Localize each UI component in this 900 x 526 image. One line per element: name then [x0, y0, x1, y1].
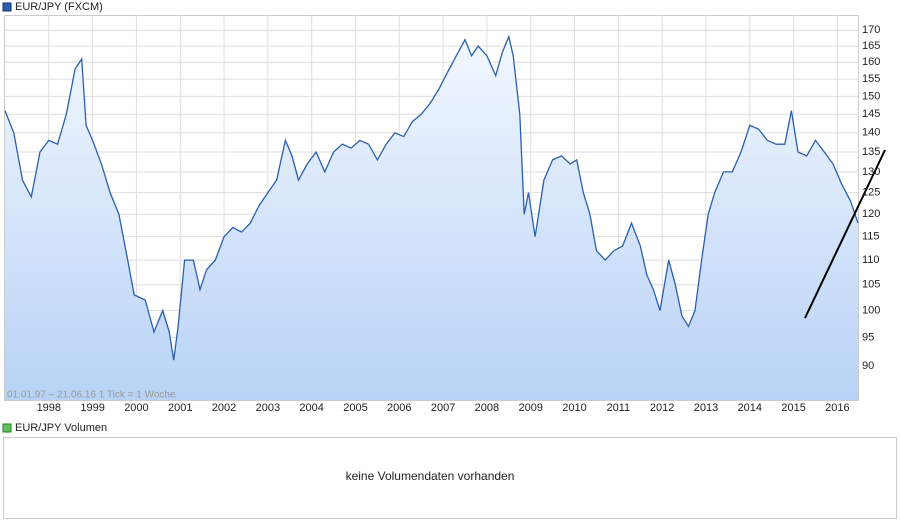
y-tick-label: 125 [862, 187, 880, 199]
y-tick-label: 95 [862, 331, 874, 343]
y-tick-label: 140 [862, 127, 880, 139]
area [5, 36, 858, 400]
x-tick-label: 2011 [607, 402, 631, 414]
y-tick-label: 130 [862, 166, 880, 178]
y-tick-label: 105 [862, 279, 880, 291]
x-tick-label: 2007 [431, 402, 455, 414]
x-tick-label: 2001 [168, 402, 192, 414]
line [4, 34, 859, 361]
y-tick-label: 120 [862, 208, 880, 220]
y-tick-label: 90 [862, 360, 874, 372]
legend-swatch [2, 2, 12, 12]
y-tick-label: 170 [862, 24, 880, 36]
y-tick-label: 145 [862, 108, 880, 120]
y-tick-label: 135 [862, 146, 880, 158]
x-tick-label: 2010 [562, 402, 586, 414]
x-tick-label: 2000 [124, 402, 148, 414]
y-tick-label: 165 [862, 40, 880, 52]
x-tick-label: 2013 [694, 402, 718, 414]
annotation: 01.01.97 – 21.06.16 1 Tick = 1 Woche [7, 390, 176, 401]
x-tick-label: 2004 [299, 402, 323, 414]
volume-message: keine Volumendaten vorhanden [346, 469, 515, 483]
x-tick-label: 2009 [518, 402, 542, 414]
x-tick-label: 2003 [256, 402, 280, 414]
x-tick-label: 1999 [80, 402, 104, 414]
y-tick-label: 155 [862, 73, 880, 85]
x-tick-label: 2014 [738, 402, 762, 414]
y-tick-label: 100 [862, 304, 880, 316]
x-tick-label: 2005 [343, 402, 367, 414]
y-tick-label: 110 [862, 254, 880, 266]
x-tick-label: 2015 [781, 402, 805, 414]
legend-swatch [2, 423, 12, 433]
volume-panel [3, 437, 897, 519]
y-tick-label: 150 [862, 90, 880, 102]
x-tick-label: 2008 [475, 402, 499, 414]
x-tick-label: 2012 [650, 402, 674, 414]
chart-title: EUR/JPY (FXCM) [15, 1, 103, 13]
x-tick-label: 2006 [387, 402, 411, 414]
x-tick-label: 2016 [825, 402, 849, 414]
y-tick-label: 160 [862, 56, 880, 68]
y-tick-label: 115 [862, 231, 880, 243]
trend-line [804, 149, 886, 319]
volume-title: EUR/JPY Volumen [15, 422, 107, 434]
x-tick-label: 2002 [212, 402, 236, 414]
x-tick-label: 1998 [37, 402, 61, 414]
